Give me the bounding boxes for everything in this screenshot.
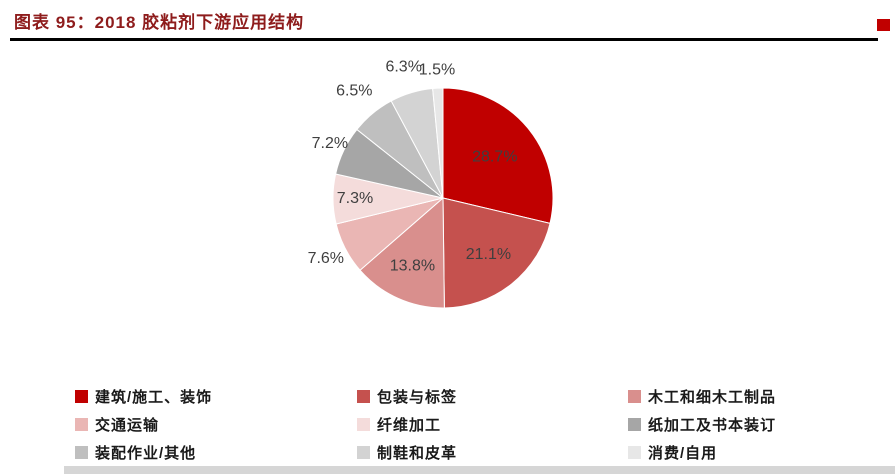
pie-slice	[359, 196, 445, 309]
legend-swatch	[75, 390, 88, 403]
legend-swatch	[357, 446, 370, 459]
legend-label: 纸加工及书本装订	[648, 417, 777, 434]
pie-slice	[442, 197, 551, 309]
legend-label: 交通运输	[95, 417, 160, 434]
legend-swatch	[628, 446, 641, 459]
legend-swatch	[628, 390, 641, 403]
legend-swatch	[75, 446, 88, 459]
legend-item: 建筑/施工、装饰	[75, 386, 357, 407]
pie-slice	[432, 87, 444, 199]
legend-swatch	[628, 418, 641, 431]
pie-slice-label: 28.7%	[472, 148, 517, 165]
legend-label: 建筑/施工、装饰	[95, 389, 213, 406]
bottom-divider	[64, 466, 895, 474]
pie-slice-label: 21.1%	[466, 246, 511, 263]
legend-swatch	[75, 418, 88, 431]
legend-item: 包装与标签	[357, 386, 628, 407]
legend-item: 装配作业/其他	[75, 442, 357, 463]
legend-item: 消费/自用	[628, 442, 805, 463]
pie-slice-label: 7.6%	[308, 250, 344, 267]
header-accent-square	[877, 19, 890, 31]
figure-header: 图表 95：2018 胶粘剂下游应用结构	[10, 6, 878, 41]
figure-title: 图表 95：2018 胶粘剂下游应用结构	[14, 13, 305, 32]
chart-legend: 建筑/施工、装饰 包装与标签 木工和细木工制品交通运输 纤维加工 纸加工及书本装订装配作…	[75, 386, 805, 463]
legend-label: 消费/自用	[648, 445, 718, 462]
pie-slice-label: 6.5%	[336, 83, 372, 100]
legend-item: 交通运输	[75, 414, 357, 435]
pie-chart: 28.7% 21.1% 13.8% 7.6% 7.3% 7.2% 6.5% 6.3%1.5%	[308, 59, 554, 309]
pie-slice	[442, 87, 554, 224]
legend-swatch	[357, 390, 370, 403]
legend-item: 制鞋和皮革	[357, 442, 628, 463]
pie-slice-label: 7.3%	[337, 190, 373, 207]
legend-swatch	[357, 418, 370, 431]
legend-item: 木工和细木工制品	[628, 386, 805, 407]
pie-slice-label: 6.3%	[385, 59, 421, 76]
pie-slice-label: 7.2%	[312, 135, 348, 152]
legend-item: 纤维加工	[357, 414, 628, 435]
pie-slice-label: 1.5%	[419, 62, 455, 79]
legend-label: 木工和细木工制品	[648, 389, 777, 406]
legend-label: 包装与标签	[377, 389, 458, 406]
pie-slice-label: 13.8%	[390, 258, 435, 275]
legend-item: 纸加工及书本装订	[628, 414, 805, 435]
legend-label: 装配作业/其他	[95, 445, 197, 462]
legend-label: 制鞋和皮革	[377, 445, 458, 462]
legend-label: 纤维加工	[377, 417, 442, 434]
